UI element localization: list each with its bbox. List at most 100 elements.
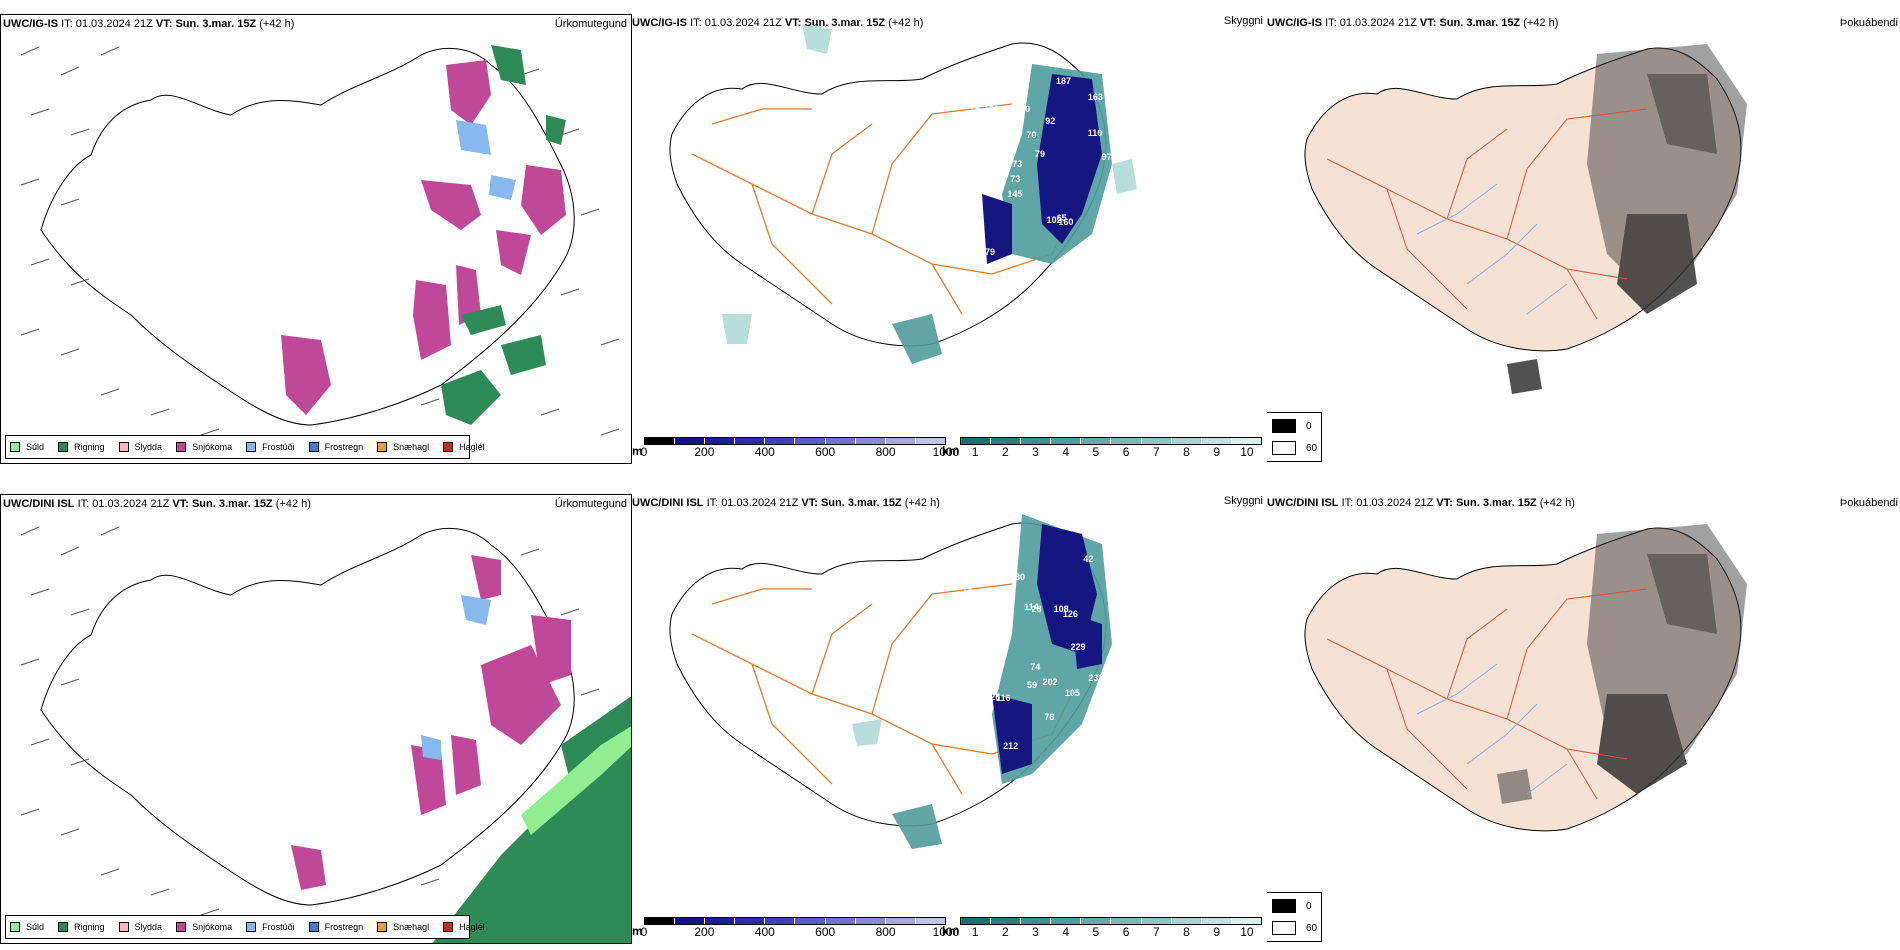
- colorbar-tick-label: 200: [694, 445, 715, 459]
- visibility-value-label: 40: [1073, 301, 1084, 312]
- road-network: [1326, 108, 1648, 320]
- colorbar-tick-label: 5: [1092, 925, 1100, 939]
- colorbar-swatch: [765, 918, 796, 924]
- row2-visibility-header: UWC/DINI ISL IT: 01.03.2024 21Z VT: Sun.…: [632, 496, 940, 510]
- colorbar-tick-label: 1000: [932, 445, 960, 459]
- visibility-value-label: 93: [970, 616, 981, 627]
- colorbar-tick-label: 3: [1032, 925, 1039, 939]
- legend-item-snow-pellets: Snæhagl: [377, 442, 429, 452]
- vt-label: VT:: [1419, 17, 1437, 29]
- fog-patches: [722, 24, 1137, 344]
- visibility-value-label: 131: [963, 727, 980, 738]
- vt-value: Sun. 3.mar. 15Z: [1439, 17, 1521, 29]
- visibility-value-label: 67: [1027, 317, 1038, 327]
- colorbar-tick-label: 3: [1032, 445, 1039, 459]
- colorbar-swatch: [1141, 918, 1172, 924]
- colorbar-swatch: [1171, 918, 1202, 924]
- visibility-value-label: 110: [1087, 128, 1103, 139]
- colorbar-swatch: [855, 438, 886, 444]
- legend-swatch: [176, 922, 187, 932]
- fog-panel-bottom: UWC/DINI ISL IT: 01.03.2024 21Z VT: Sun.…: [1267, 494, 1900, 944]
- legend-item-drizzle: Súld: [10, 922, 44, 932]
- colorbar-swatch: [1111, 918, 1142, 924]
- vt-value: Sun. 3.mar. 15Z: [1455, 497, 1537, 509]
- black-swatch: [1272, 419, 1296, 433]
- it-value: 01.03.2024 21Z: [75, 18, 153, 30]
- visibility-value-label: 82: [997, 135, 1008, 145]
- colorbar-swatch: [1051, 918, 1082, 924]
- drizzle-areas: [521, 726, 631, 835]
- product-title-visibility: Skyggni: [1223, 495, 1263, 507]
- visibility-value-label: 102: [1046, 215, 1062, 226]
- vt-label: VT:: [1436, 497, 1453, 509]
- legend-swatch: [443, 922, 454, 932]
- visibility-value-label: 42: [1083, 554, 1094, 565]
- legend-swatch: [10, 922, 20, 932]
- visibility-value-label: 98: [1012, 64, 1023, 75]
- legend-item-freezing-rain: Frostregn: [308, 442, 363, 452]
- wind-barbs: [20, 526, 600, 916]
- colorbar-tick-label: 6: [1122, 925, 1130, 939]
- freezing-drizzle-areas: [421, 595, 491, 760]
- vis-m-colorbar-swatches: [644, 917, 946, 925]
- road-network: [691, 583, 1073, 795]
- visibility-value-label: 37: [1086, 749, 1097, 760]
- model-name: UWC/IG-IS: [632, 17, 687, 29]
- legend-item-sleet: Slydda: [118, 442, 162, 452]
- colorbar-tick-label: 8: [1183, 925, 1190, 939]
- colorbar-swatch: [961, 918, 992, 924]
- colorbar-swatch: [1081, 438, 1112, 444]
- visibility-value-label: 136: [980, 279, 996, 290]
- colorbar-tick-label: 8: [1183, 445, 1190, 459]
- visibility-value-label: 181: [964, 100, 980, 111]
- fog-shading: [1497, 524, 1747, 804]
- visibility-value-label: 71: [1011, 103, 1022, 114]
- colorbar-swatch: [765, 438, 796, 444]
- visibility-value-label: 114: [1024, 601, 1039, 612]
- colorbar-swatch: [645, 438, 676, 444]
- vis-m-colorbar-ticks: 0 200 400 600 800 1000: [641, 925, 960, 939]
- vt-label: VT:: [801, 497, 818, 509]
- road-network: [1326, 588, 1648, 800]
- legend-item-freezing-drizzle: Frostúði: [246, 442, 295, 452]
- legend-swatch: [377, 922, 388, 932]
- visibility-value-label: 67: [970, 306, 981, 317]
- legend-item-freezing-drizzle: Frostúði: [246, 922, 295, 932]
- visibility-value-label: 165: [962, 160, 978, 171]
- black-swatch: [1272, 899, 1296, 913]
- row2-precip-header: UWC/DINI ISL IT: 01.03.2024 21Z VT: Sun.…: [3, 497, 311, 511]
- model-name: UWC/DINI ISL: [632, 497, 704, 509]
- colorbar-tick-label: 1000: [932, 925, 960, 939]
- visibility-value-label: 161: [1083, 272, 1099, 283]
- visibility-value-label: 202: [1042, 676, 1058, 687]
- colorbar-swatch: [825, 438, 856, 444]
- fog-key-high: 0: [1272, 419, 1312, 433]
- colorbar-swatch: [1231, 918, 1261, 924]
- colorbar-tick-label: 400: [754, 925, 775, 939]
- vt-label: VT:: [172, 498, 189, 510]
- very-low-visibility-areas: [982, 74, 1102, 264]
- visibility-value-label: 52: [993, 137, 1004, 148]
- colorbar-swatch: [885, 918, 916, 924]
- vis-km-colorbar-swatches: [960, 917, 1262, 925]
- visibility-value-label: 74: [967, 249, 978, 260]
- visibility-value-label: 92: [1045, 116, 1056, 127]
- legend-swatch: [308, 922, 319, 932]
- vt-value: Sun. 3.mar. 15Z: [191, 498, 273, 510]
- colorbar-tick-label: 6: [1122, 445, 1130, 459]
- colorbar-tick-label: 600: [815, 445, 836, 459]
- vt-label: VT:: [155, 18, 173, 30]
- model-name: UWC/IG-IS: [1267, 17, 1322, 29]
- vis-m-unit: m: [632, 924, 643, 938]
- visibility-value-label: 105: [968, 771, 984, 782]
- road-network: [691, 103, 1073, 315]
- colorbar-tick-label: 0: [640, 445, 648, 459]
- precip-map-top: [20, 45, 620, 436]
- legend-item-hail: Haglél: [443, 442, 485, 452]
- it-value: 01.03.2024 21Z: [92, 498, 170, 510]
- colorbar-swatch: [915, 438, 945, 444]
- row2-fog-header: UWC/DINI ISL IT: 01.03.2024 21Z VT: Sun.…: [1267, 496, 1575, 510]
- colorbar-swatch: [1201, 918, 1232, 924]
- vt-label: VT:: [784, 17, 802, 29]
- visibility-value-label: 160: [1058, 216, 1074, 227]
